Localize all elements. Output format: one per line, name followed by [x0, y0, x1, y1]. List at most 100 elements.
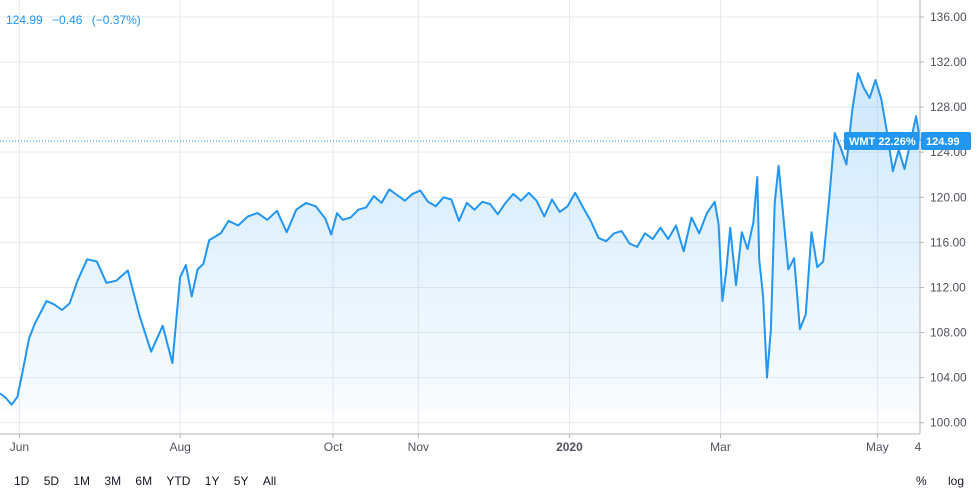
data-point — [892, 170, 894, 172]
x-tick-label: 2020 — [556, 440, 583, 454]
data-point — [559, 211, 561, 213]
data-point — [659, 227, 661, 229]
range-5y-button[interactable]: 5Y — [233, 474, 249, 488]
y-tick-label: 112.00 — [930, 280, 966, 294]
x-tick-label: Mar — [710, 440, 731, 454]
data-point — [196, 268, 198, 270]
data-point — [770, 328, 772, 330]
price-header: 124.99 −0.46 (−0.37%) — [6, 13, 147, 27]
percent-scale-toggle[interactable]: % — [915, 474, 927, 488]
data-point — [466, 202, 468, 204]
data-point — [746, 248, 748, 250]
price-change: −0.46 — [52, 13, 83, 27]
data-point — [171, 362, 173, 364]
data-point — [179, 276, 181, 278]
data-point — [874, 79, 876, 81]
data-point — [683, 250, 685, 252]
data-point — [863, 87, 865, 89]
y-tick-label: 136.00 — [930, 10, 967, 24]
range-3m-button[interactable]: 3M — [104, 474, 122, 488]
range-ytd-button[interactable]: YTD — [166, 474, 191, 488]
data-point — [138, 314, 140, 316]
data-point — [698, 232, 700, 234]
data-point — [208, 239, 210, 241]
price-change-percent: (−0.37%) — [91, 13, 141, 27]
data-point — [489, 203, 491, 205]
range-6m-button[interactable]: 6M — [135, 474, 153, 488]
data-point — [762, 295, 764, 297]
last-price-tag-text: 124.99 — [926, 136, 960, 148]
data-point — [237, 224, 239, 226]
data-point — [357, 208, 359, 210]
data-point — [766, 376, 768, 378]
log-scale-toggle[interactable]: log — [947, 474, 964, 488]
data-point — [667, 238, 669, 240]
data-point — [411, 193, 413, 195]
data-point — [590, 220, 592, 222]
data-point — [781, 206, 783, 208]
data-point — [39, 311, 41, 313]
data-point — [621, 230, 623, 232]
data-point — [741, 231, 743, 233]
data-point — [816, 266, 818, 268]
data-point — [324, 217, 326, 219]
data-point — [512, 193, 514, 195]
data-point — [96, 260, 98, 262]
data-point — [566, 205, 568, 207]
data-point — [127, 269, 129, 271]
data-point — [845, 163, 847, 165]
data-point — [481, 201, 483, 203]
data-point — [729, 227, 731, 229]
data-point — [115, 279, 117, 281]
data-point — [150, 351, 152, 353]
data-point — [247, 215, 249, 217]
price-axis[interactable]: 100.00 104.00 108.00 112.00 116.00 120.00 124.… — [919, 0, 967, 434]
data-point — [828, 199, 830, 201]
data-point — [810, 231, 812, 233]
data-point — [543, 215, 545, 217]
data-point — [675, 224, 677, 226]
data-point — [396, 194, 398, 196]
range-1d-button[interactable]: 1D — [14, 474, 30, 488]
range-toolbar: 1D 5D 1M 3M 6M YTD 1Y 5Y All — [14, 474, 287, 488]
data-point — [227, 220, 229, 222]
data-point — [644, 232, 646, 234]
data-point — [915, 115, 917, 117]
price-line — [0, 72, 921, 406]
data-point — [903, 168, 905, 170]
data-point — [5, 397, 7, 399]
data-point — [105, 282, 107, 284]
data-point — [427, 201, 429, 203]
x-tick-label: Nov — [408, 440, 429, 454]
data-point — [497, 213, 499, 215]
data-point — [868, 97, 870, 99]
data-point — [713, 201, 715, 203]
range-1y-button[interactable]: 1Y — [204, 474, 220, 488]
data-point — [373, 195, 375, 197]
range-1m-button[interactable]: 1M — [73, 474, 91, 488]
data-point — [717, 223, 719, 225]
x-tick-label: Oct — [324, 440, 343, 454]
data-point — [220, 232, 222, 234]
data-point — [442, 196, 444, 198]
data-point — [69, 302, 71, 304]
data-point — [725, 269, 727, 271]
data-point — [473, 208, 475, 210]
data-point — [450, 198, 452, 200]
data-point — [266, 219, 268, 221]
range-all-button[interactable]: All — [262, 474, 277, 488]
data-point — [721, 300, 723, 302]
data-point — [185, 264, 187, 266]
series-label: WMT 22.26% — [844, 132, 919, 151]
data-point — [16, 396, 18, 398]
x-tick-label: Jun — [10, 440, 29, 454]
time-axis[interactable]: Jun Aug Oct Nov 2020 Mar May 4 — [0, 433, 922, 454]
data-point — [342, 219, 344, 221]
data-point — [597, 237, 599, 239]
range-5d-button[interactable]: 5D — [43, 474, 60, 488]
series-label-text: WMT 22.26% — [849, 136, 916, 148]
data-point — [777, 165, 779, 167]
data-point — [161, 325, 163, 327]
data-point — [756, 176, 758, 178]
